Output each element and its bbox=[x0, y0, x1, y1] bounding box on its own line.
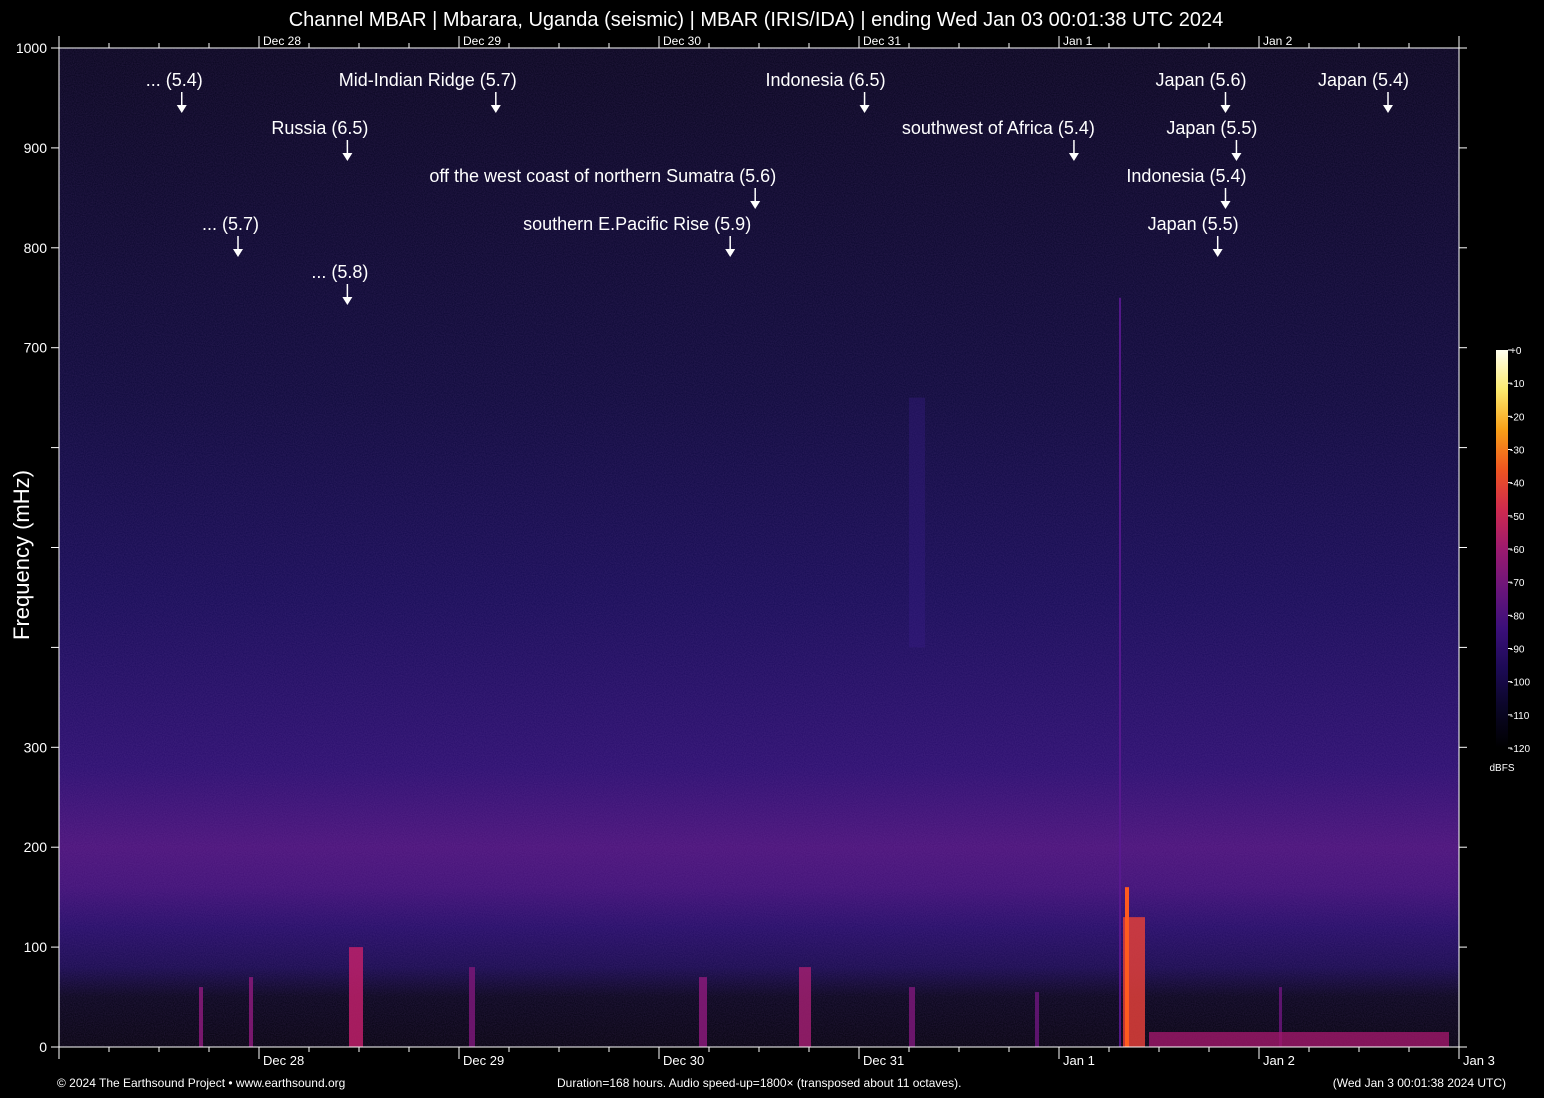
y-tick-label: 1000 bbox=[16, 40, 47, 56]
y-tick-label: 900 bbox=[24, 140, 48, 156]
spectrogram-noise bbox=[59, 48, 1459, 1047]
y-tick-label: 300 bbox=[24, 739, 48, 755]
event-arrow-head bbox=[859, 105, 870, 113]
event-arrow-head bbox=[233, 249, 243, 257]
energy-burst bbox=[1279, 987, 1282, 1047]
colorbar-tick-label: -80 bbox=[1510, 611, 1525, 622]
spectrogram-streak bbox=[909, 397, 925, 648]
footer-duration: Duration=168 hours. Audio speed-up=1800×… bbox=[557, 1076, 962, 1090]
colorbar-tick-label: -120 bbox=[1510, 744, 1530, 755]
colorbar-tick-label: -50 bbox=[1510, 512, 1525, 523]
event-label: ... (5.4) bbox=[146, 70, 203, 90]
energy-streak bbox=[1119, 297, 1121, 1047]
event-label: Mid-Indian Ridge (5.7) bbox=[339, 70, 517, 90]
colorbar-unit: dBFS bbox=[1489, 763, 1514, 774]
energy-burst bbox=[1035, 992, 1039, 1047]
event-label: southern E.Pacific Rise (5.9) bbox=[523, 214, 751, 234]
event-label: Japan (5.5) bbox=[1166, 118, 1257, 138]
x-tick-label: Jan 2 bbox=[1263, 1053, 1295, 1068]
y-tick-label: 0 bbox=[39, 1039, 47, 1055]
colorbar-tick-label: -90 bbox=[1510, 645, 1525, 656]
event-arrow-head bbox=[750, 201, 761, 209]
x-tick-label-top: Jan 2 bbox=[1263, 34, 1293, 48]
event-label: ... (5.7) bbox=[202, 214, 259, 234]
x-tick-label-top: Dec 30 bbox=[663, 34, 701, 48]
colorbar-tick-label: -40 bbox=[1510, 479, 1525, 490]
energy-tail bbox=[1149, 1032, 1449, 1047]
energy-burst bbox=[909, 987, 915, 1047]
event-arrow-head bbox=[490, 105, 501, 113]
event-arrow-head bbox=[1220, 201, 1231, 209]
colorbar-tick-label: -110 bbox=[1510, 711, 1530, 722]
event-annotations: ... (5.4) ... (5.7) Russia (6.5) ... (5.8) M… bbox=[146, 70, 1409, 305]
energy-burst bbox=[699, 977, 707, 1047]
colorbar-tick-label: +0 bbox=[1510, 346, 1522, 357]
event-label: Indonesia (6.5) bbox=[765, 70, 885, 90]
y-tick-label: 200 bbox=[24, 839, 48, 855]
colorbar-gradient bbox=[1496, 350, 1508, 748]
y-tick-label: 100 bbox=[24, 939, 48, 955]
colorbar: +0 -10 -20 -30 -40 -50 -60 -70 -80 -90 -100 -110 -12… bbox=[1489, 346, 1530, 774]
x-tick-label: Dec 30 bbox=[663, 1053, 704, 1068]
x-tick-label-top: Dec 31 bbox=[863, 34, 901, 48]
y-tick-label: 700 bbox=[24, 340, 48, 356]
energy-burst bbox=[249, 977, 253, 1047]
event-label: Japan (5.4) bbox=[1318, 70, 1409, 90]
axes: 0 100 200 300 700 800 900 1000 Dec 28 Dec 28 Dec 2… bbox=[16, 34, 1495, 1068]
energy-burst bbox=[199, 987, 203, 1047]
event-label: Indonesia (5.4) bbox=[1126, 166, 1246, 186]
event-label: off the west coast of northern Sumatra (… bbox=[429, 166, 776, 186]
x-tick-label: Dec 31 bbox=[863, 1053, 904, 1068]
event-arrow-head bbox=[1220, 105, 1231, 113]
event-arrow-head bbox=[342, 153, 353, 161]
x-tick-label-top: Dec 28 bbox=[263, 34, 301, 48]
x-tick-label-top: Jan 1 bbox=[1063, 34, 1093, 48]
x-tick-label: Jan 1 bbox=[1063, 1053, 1095, 1068]
x-tick-label-top: Dec 29 bbox=[463, 34, 501, 48]
footer-timestamp: (Wed Jan 3 00:01:38 2024 UTC) bbox=[1332, 1076, 1506, 1090]
y-tick-label: 800 bbox=[24, 240, 48, 256]
colorbar-tick-label: -70 bbox=[1510, 578, 1525, 589]
event-arrow-head bbox=[725, 249, 736, 257]
event-arrow-head bbox=[176, 105, 187, 113]
colorbar-tick-label: -100 bbox=[1510, 678, 1530, 689]
event-arrow-head bbox=[342, 297, 353, 305]
x-tick-label: Dec 28 bbox=[263, 1053, 304, 1068]
event-label: ... (5.8) bbox=[311, 262, 368, 282]
event-label: Japan (5.6) bbox=[1155, 70, 1246, 90]
plot-area bbox=[59, 48, 1459, 1047]
footer-copyright: © 2024 The Earthsound Project • www.eart… bbox=[57, 1076, 346, 1090]
x-tick-label: Dec 29 bbox=[463, 1053, 504, 1068]
x-tick-label: Jan 3 bbox=[1463, 1053, 1495, 1068]
event-label: Russia (6.5) bbox=[271, 118, 368, 138]
event-arrow-head bbox=[1231, 153, 1242, 161]
colorbar-tick-label: -30 bbox=[1510, 446, 1525, 457]
event-label: Japan (5.5) bbox=[1148, 214, 1239, 234]
event-arrow-head bbox=[1068, 153, 1079, 161]
event-arrow-head bbox=[1383, 105, 1393, 113]
energy-burst bbox=[799, 967, 811, 1047]
colorbar-tick-label: -60 bbox=[1510, 545, 1525, 556]
energy-burst bbox=[1125, 887, 1129, 1047]
energy-burst bbox=[349, 947, 363, 1047]
event-arrow-head bbox=[1212, 249, 1223, 257]
colorbar-tick-label: -10 bbox=[1510, 379, 1525, 390]
event-label: southwest of Africa (5.4) bbox=[902, 118, 1095, 138]
energy-burst bbox=[469, 967, 475, 1047]
colorbar-tick-label: -20 bbox=[1510, 412, 1525, 423]
chart-title: Channel MBAR | Mbarara, Uganda (seismic)… bbox=[288, 9, 1224, 31]
